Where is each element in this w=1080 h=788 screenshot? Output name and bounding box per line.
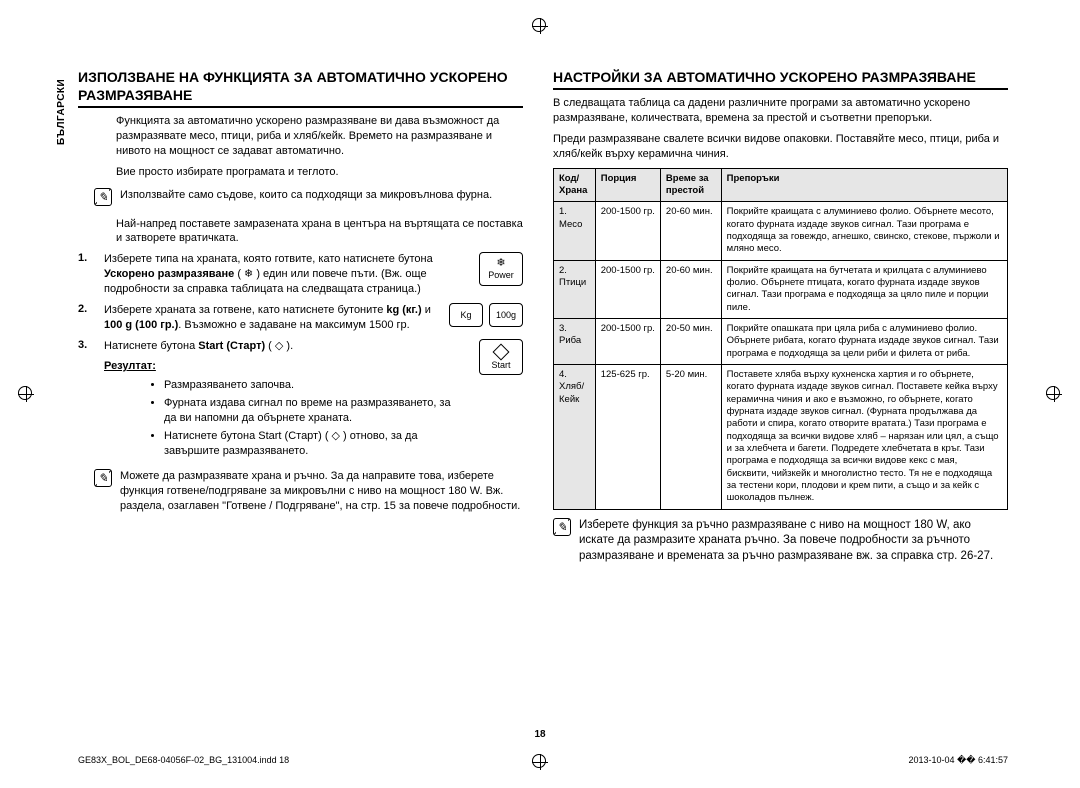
snowflake-icon: [496, 257, 505, 270]
note-icon-2: ✎: [94, 469, 112, 487]
step-1-number: 1.: [78, 252, 96, 264]
th-rec: Препоръки: [721, 168, 1007, 202]
cell-code: 4. Хляб/Кейк: [554, 365, 596, 510]
right-intro-1: В следващата таблица са дадени различнит…: [553, 96, 1008, 126]
right-note-text: Изберете функция за ръчно размразяване с…: [579, 518, 1008, 565]
step-3-text-a: Натиснете бутона: [104, 340, 198, 352]
step-2-number: 2.: [78, 303, 96, 315]
cell-rec: Поставете хляба върху кухненска хартия и…: [721, 365, 1007, 510]
step-1-body: Изберете типа на храната, която готвите,…: [104, 252, 461, 297]
100g-button: 100g: [489, 303, 523, 327]
note-1-text: Използвайте само съдове, които са подход…: [120, 188, 492, 203]
step-3: 3. Натиснете бутона Start (Старт) ( ◇ ).…: [78, 339, 523, 462]
footer: GE83X_BOL_DE68-04056F-02_BG_131004.indd …: [78, 755, 1008, 766]
pre-steps-text: Най-напред поставете замразената храна в…: [116, 217, 523, 247]
note-2-row: ✎ Можете да размразявате храна и ръчно. …: [94, 469, 523, 520]
cell-code: 1. Месо: [554, 202, 596, 260]
left-intro-2: Вие просто избирате програмата и теглото…: [116, 165, 523, 180]
right-intro-2: Преди размразяване свалете всички видове…: [553, 132, 1008, 162]
table-row: 4. Хляб/Кейк 125-625 гр. 5-20 мин. Поста…: [554, 365, 1008, 510]
table-header-row: Код/Храна Порция Време за престой Препор…: [554, 168, 1008, 202]
note-icon: ✎: [94, 188, 112, 206]
result-label: Резултат:: [104, 360, 156, 372]
th-code: Код/Храна: [554, 168, 596, 202]
step-2-text-a: Изберете храната за готвене, като натисн…: [104, 304, 386, 316]
cell-rec: Покрийте краищата на бутчетата и крилцат…: [721, 260, 1007, 318]
page-number: 18: [0, 729, 1080, 740]
left-column: ИЗПОЛЗВАНЕ НА ФУНКЦИЯТА ЗА АВТОМАТИЧНО У…: [78, 68, 523, 578]
step-2-mid: и: [422, 304, 431, 316]
step-3-bold: Start (Старт): [198, 340, 265, 352]
note-2-text: Можете да размразявате храна и ръчно. За…: [120, 469, 523, 514]
step-2-button-area: Kg 100g: [439, 303, 523, 327]
step-3-number: 3.: [78, 339, 96, 351]
th-stand: Време за престой: [660, 168, 721, 202]
start-button-label: Start: [491, 360, 510, 371]
diamond-icon: [493, 343, 510, 360]
registration-mark-right: [1046, 386, 1062, 402]
language-tab: БЪЛГАРСКИ: [56, 79, 67, 145]
left-heading: ИЗПОЛЗВАНЕ НА ФУНКЦИЯТА ЗА АВТОМАТИЧНО У…: [78, 68, 523, 108]
step-2-text-b: . Възможно е задаване на максимум 1500 г…: [178, 319, 409, 331]
defrost-table: Код/Храна Порция Време за престой Препор…: [553, 168, 1008, 510]
right-note-row: ✎ Изберете функция за ръчно размразяване…: [553, 518, 1008, 571]
table-row: 2. Птици 200-1500 гр. 20-60 мин. Покрийт…: [554, 260, 1008, 318]
cell-portion: 200-1500 гр.: [595, 319, 660, 365]
bullet-1: Размразяването започва.: [164, 378, 461, 393]
right-column: НАСТРОЙКИ ЗА АВТОМАТИЧНО УСКОРЕНО РАЗМРА…: [553, 68, 1008, 578]
step-1-text-a: Изберете типа на храната, която готвите,…: [104, 253, 433, 265]
cell-stand: 20-60 мин.: [660, 260, 721, 318]
cell-stand: 20-50 мин.: [660, 319, 721, 365]
start-button: Start: [479, 339, 523, 376]
cell-stand: 20-60 мин.: [660, 202, 721, 260]
footer-filename: GE83X_BOL_DE68-04056F-02_BG_131004.indd …: [78, 755, 289, 766]
step-1: 1. Изберете типа на храната, която готви…: [78, 252, 523, 297]
kg-button: Kg: [449, 303, 483, 327]
cell-portion: 200-1500 гр.: [595, 202, 660, 260]
note-container-only: ✎ Използвайте само съдове, които са подх…: [94, 188, 523, 209]
step-3-body: Натиснете бутона Start (Старт) ( ◇ ). Ре…: [104, 339, 461, 462]
table-row: 3. Риба 200-1500 гр. 20-50 мин. Покрийте…: [554, 319, 1008, 365]
left-intro-1: Функцията за автоматично ускорено размра…: [116, 114, 523, 159]
step-2-bold-100g: 100 g (100 гр.): [104, 319, 178, 331]
bullet-2: Фурната издава сигнал по време на размра…: [164, 396, 461, 426]
step-1-bold: Ускорено размразяване: [104, 268, 234, 280]
step-3-text-b: ( ◇ ).: [265, 340, 293, 352]
right-heading: НАСТРОЙКИ ЗА АВТОМАТИЧНО УСКОРЕНО РАЗМРА…: [553, 68, 1008, 90]
result-bullets: Размразяването започва. Фурната издава с…: [164, 378, 461, 458]
footer-timestamp: 2013-10-04 �� 6:41:57: [908, 755, 1008, 766]
cell-portion: 200-1500 гр.: [595, 260, 660, 318]
power-button-label: Power: [488, 270, 514, 281]
table-row: 1. Месо 200-1500 гр. 20-60 мин. Покрийте…: [554, 202, 1008, 260]
step-2: 2. Изберете храната за готвене, като нат…: [78, 303, 523, 333]
step-3-button-area: Start: [469, 339, 523, 376]
cell-rec: Покрийте опашката при цяла риба с алумин…: [721, 319, 1007, 365]
cell-code: 2. Птици: [554, 260, 596, 318]
step-2-body: Изберете храната за готвене, като натисн…: [104, 303, 431, 333]
registration-mark-left: [18, 386, 34, 402]
registration-mark-top: [532, 18, 548, 34]
bullet-3: Натиснете бутона Start (Старт) ( ◇ ) отн…: [164, 429, 461, 459]
cell-stand: 5-20 мин.: [660, 365, 721, 510]
step-1-button-area: Power: [469, 252, 523, 286]
note-icon-3: ✎: [553, 518, 571, 536]
page-content: ИЗПОЛЗВАНЕ НА ФУНКЦИЯТА ЗА АВТОМАТИЧНО У…: [78, 68, 1008, 578]
step-2-bold-kg: kg (кг.): [386, 304, 421, 316]
power-defrost-button: Power: [479, 252, 523, 286]
cell-rec: Покрийте краищата с алуминиево фолио. Об…: [721, 202, 1007, 260]
cell-code: 3. Риба: [554, 319, 596, 365]
th-portion: Порция: [595, 168, 660, 202]
cell-portion: 125-625 гр.: [595, 365, 660, 510]
